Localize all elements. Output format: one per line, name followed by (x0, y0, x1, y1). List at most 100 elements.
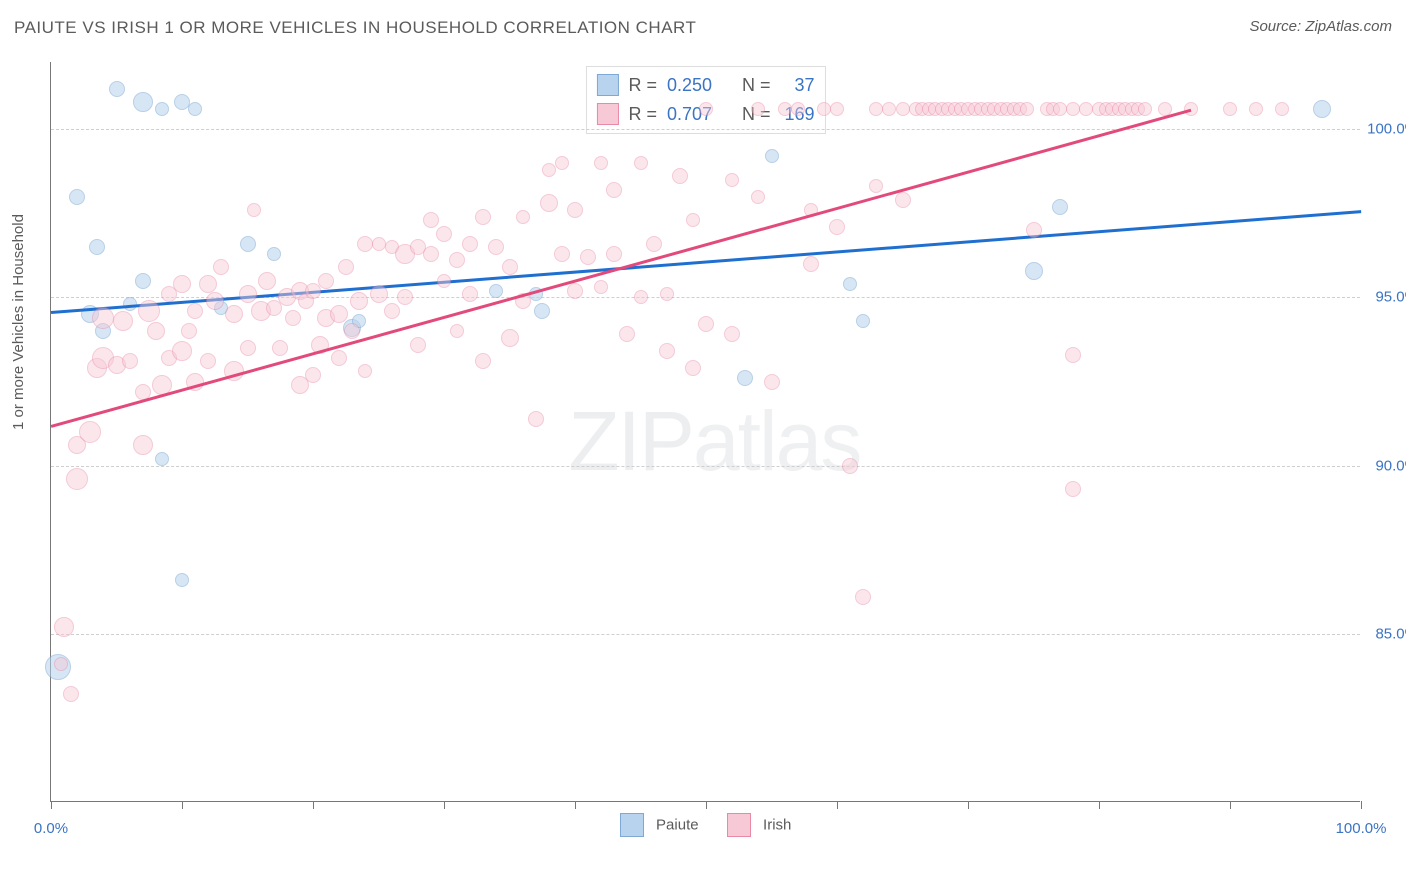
scatter-point (751, 190, 765, 204)
scatter-point (1079, 102, 1093, 116)
y-tick-label: 100.0% (1367, 121, 1406, 138)
scatter-point (436, 226, 452, 242)
scatter-point (534, 303, 550, 319)
n-label: N = (742, 71, 771, 100)
scatter-point (725, 173, 739, 187)
scatter-point (206, 292, 224, 310)
scatter-point (240, 340, 256, 356)
scatter-point (462, 286, 478, 302)
scatter-point (1052, 199, 1068, 215)
scatter-point (372, 237, 386, 251)
scatter-point (330, 305, 348, 323)
scatter-point (175, 573, 189, 587)
x-tick (182, 801, 183, 809)
scatter-point (646, 236, 662, 252)
legend-item-paiute: Paiute (620, 813, 699, 837)
r-value-paiute: 0.250 (667, 71, 712, 100)
scatter-point (181, 323, 197, 339)
scatter-point (619, 326, 635, 342)
x-tick (968, 801, 969, 809)
y-tick-label: 95.0% (1375, 289, 1406, 306)
legend-bottom: Paiute Irish (51, 813, 1360, 837)
legend-swatch-paiute-icon (620, 813, 644, 837)
watermark: ZIPatlas (568, 393, 860, 490)
scatter-point (213, 259, 229, 275)
source-label: Source: ZipAtlas.com (1249, 18, 1392, 35)
scatter-point (200, 353, 216, 369)
y-tick-label: 85.0% (1375, 625, 1406, 642)
scatter-point (737, 370, 753, 386)
x-tick (51, 801, 52, 809)
scatter-point (580, 249, 596, 265)
corr-row-paiute: R = 0.250 N = 37 (596, 71, 814, 100)
scatter-point (138, 300, 160, 322)
scatter-point (672, 168, 688, 184)
n-value-paiute: 37 (781, 71, 815, 100)
gridline (51, 634, 1360, 635)
scatter-point (305, 367, 321, 383)
scatter-point (450, 324, 464, 338)
chart-title: PAIUTE VS IRISH 1 OR MORE VEHICLES IN HO… (14, 18, 696, 38)
x-tick (575, 801, 576, 809)
r-label: R = (628, 100, 657, 129)
scatter-point (856, 314, 870, 328)
scatter-point (882, 102, 896, 116)
scatter-point (554, 246, 570, 262)
scatter-point (437, 274, 451, 288)
scatter-point (778, 102, 792, 116)
scatter-point (267, 247, 281, 261)
scatter-point (54, 617, 74, 637)
scatter-point (843, 277, 857, 291)
scatter-point (516, 210, 530, 224)
scatter-point (501, 329, 519, 347)
scatter-point (135, 273, 151, 289)
scatter-point (92, 307, 114, 329)
scatter-point (817, 102, 831, 116)
scatter-point (338, 259, 354, 275)
chart-area: ZIPatlas R = 0.250 N = 37 R = 0.707 N = … (50, 62, 1360, 802)
legend-swatch-irish-icon (727, 813, 751, 837)
scatter-point (69, 189, 85, 205)
scatter-point (634, 290, 648, 304)
legend-label-irish: Irish (763, 817, 791, 834)
scatter-point (1249, 102, 1263, 116)
scatter-point (1053, 102, 1067, 116)
scatter-point (133, 92, 153, 112)
legend-label-paiute: Paiute (656, 817, 699, 834)
scatter-point (488, 239, 504, 255)
scatter-point (634, 156, 648, 170)
scatter-point (188, 102, 202, 116)
scatter-point (1313, 100, 1331, 118)
scatter-point (830, 102, 844, 116)
scatter-point (855, 589, 871, 605)
y-axis-label: 1 or more Vehicles in Household (10, 214, 27, 430)
scatter-point (751, 102, 765, 116)
scatter-point (239, 285, 257, 303)
scatter-point (331, 350, 347, 366)
scatter-point (63, 686, 79, 702)
scatter-point (803, 256, 819, 272)
legend-item-irish: Irish (727, 813, 792, 837)
x-tick (313, 801, 314, 809)
scatter-point (606, 246, 622, 262)
scatter-point (79, 421, 101, 443)
scatter-point (344, 323, 360, 339)
scatter-point (528, 411, 544, 427)
scatter-point (113, 311, 133, 331)
scatter-point (660, 287, 674, 301)
scatter-point (594, 156, 608, 170)
scatter-point (502, 259, 518, 275)
scatter-point (384, 303, 400, 319)
scatter-point (475, 353, 491, 369)
scatter-point (594, 280, 608, 294)
scatter-point (567, 202, 583, 218)
scatter-point (285, 310, 301, 326)
scatter-point (199, 275, 217, 293)
scatter-point (896, 102, 910, 116)
scatter-point (240, 236, 256, 252)
scatter-point (225, 305, 243, 323)
scatter-point (397, 289, 413, 305)
scatter-point (423, 246, 439, 262)
scatter-point (133, 435, 153, 455)
scatter-point (869, 102, 883, 116)
